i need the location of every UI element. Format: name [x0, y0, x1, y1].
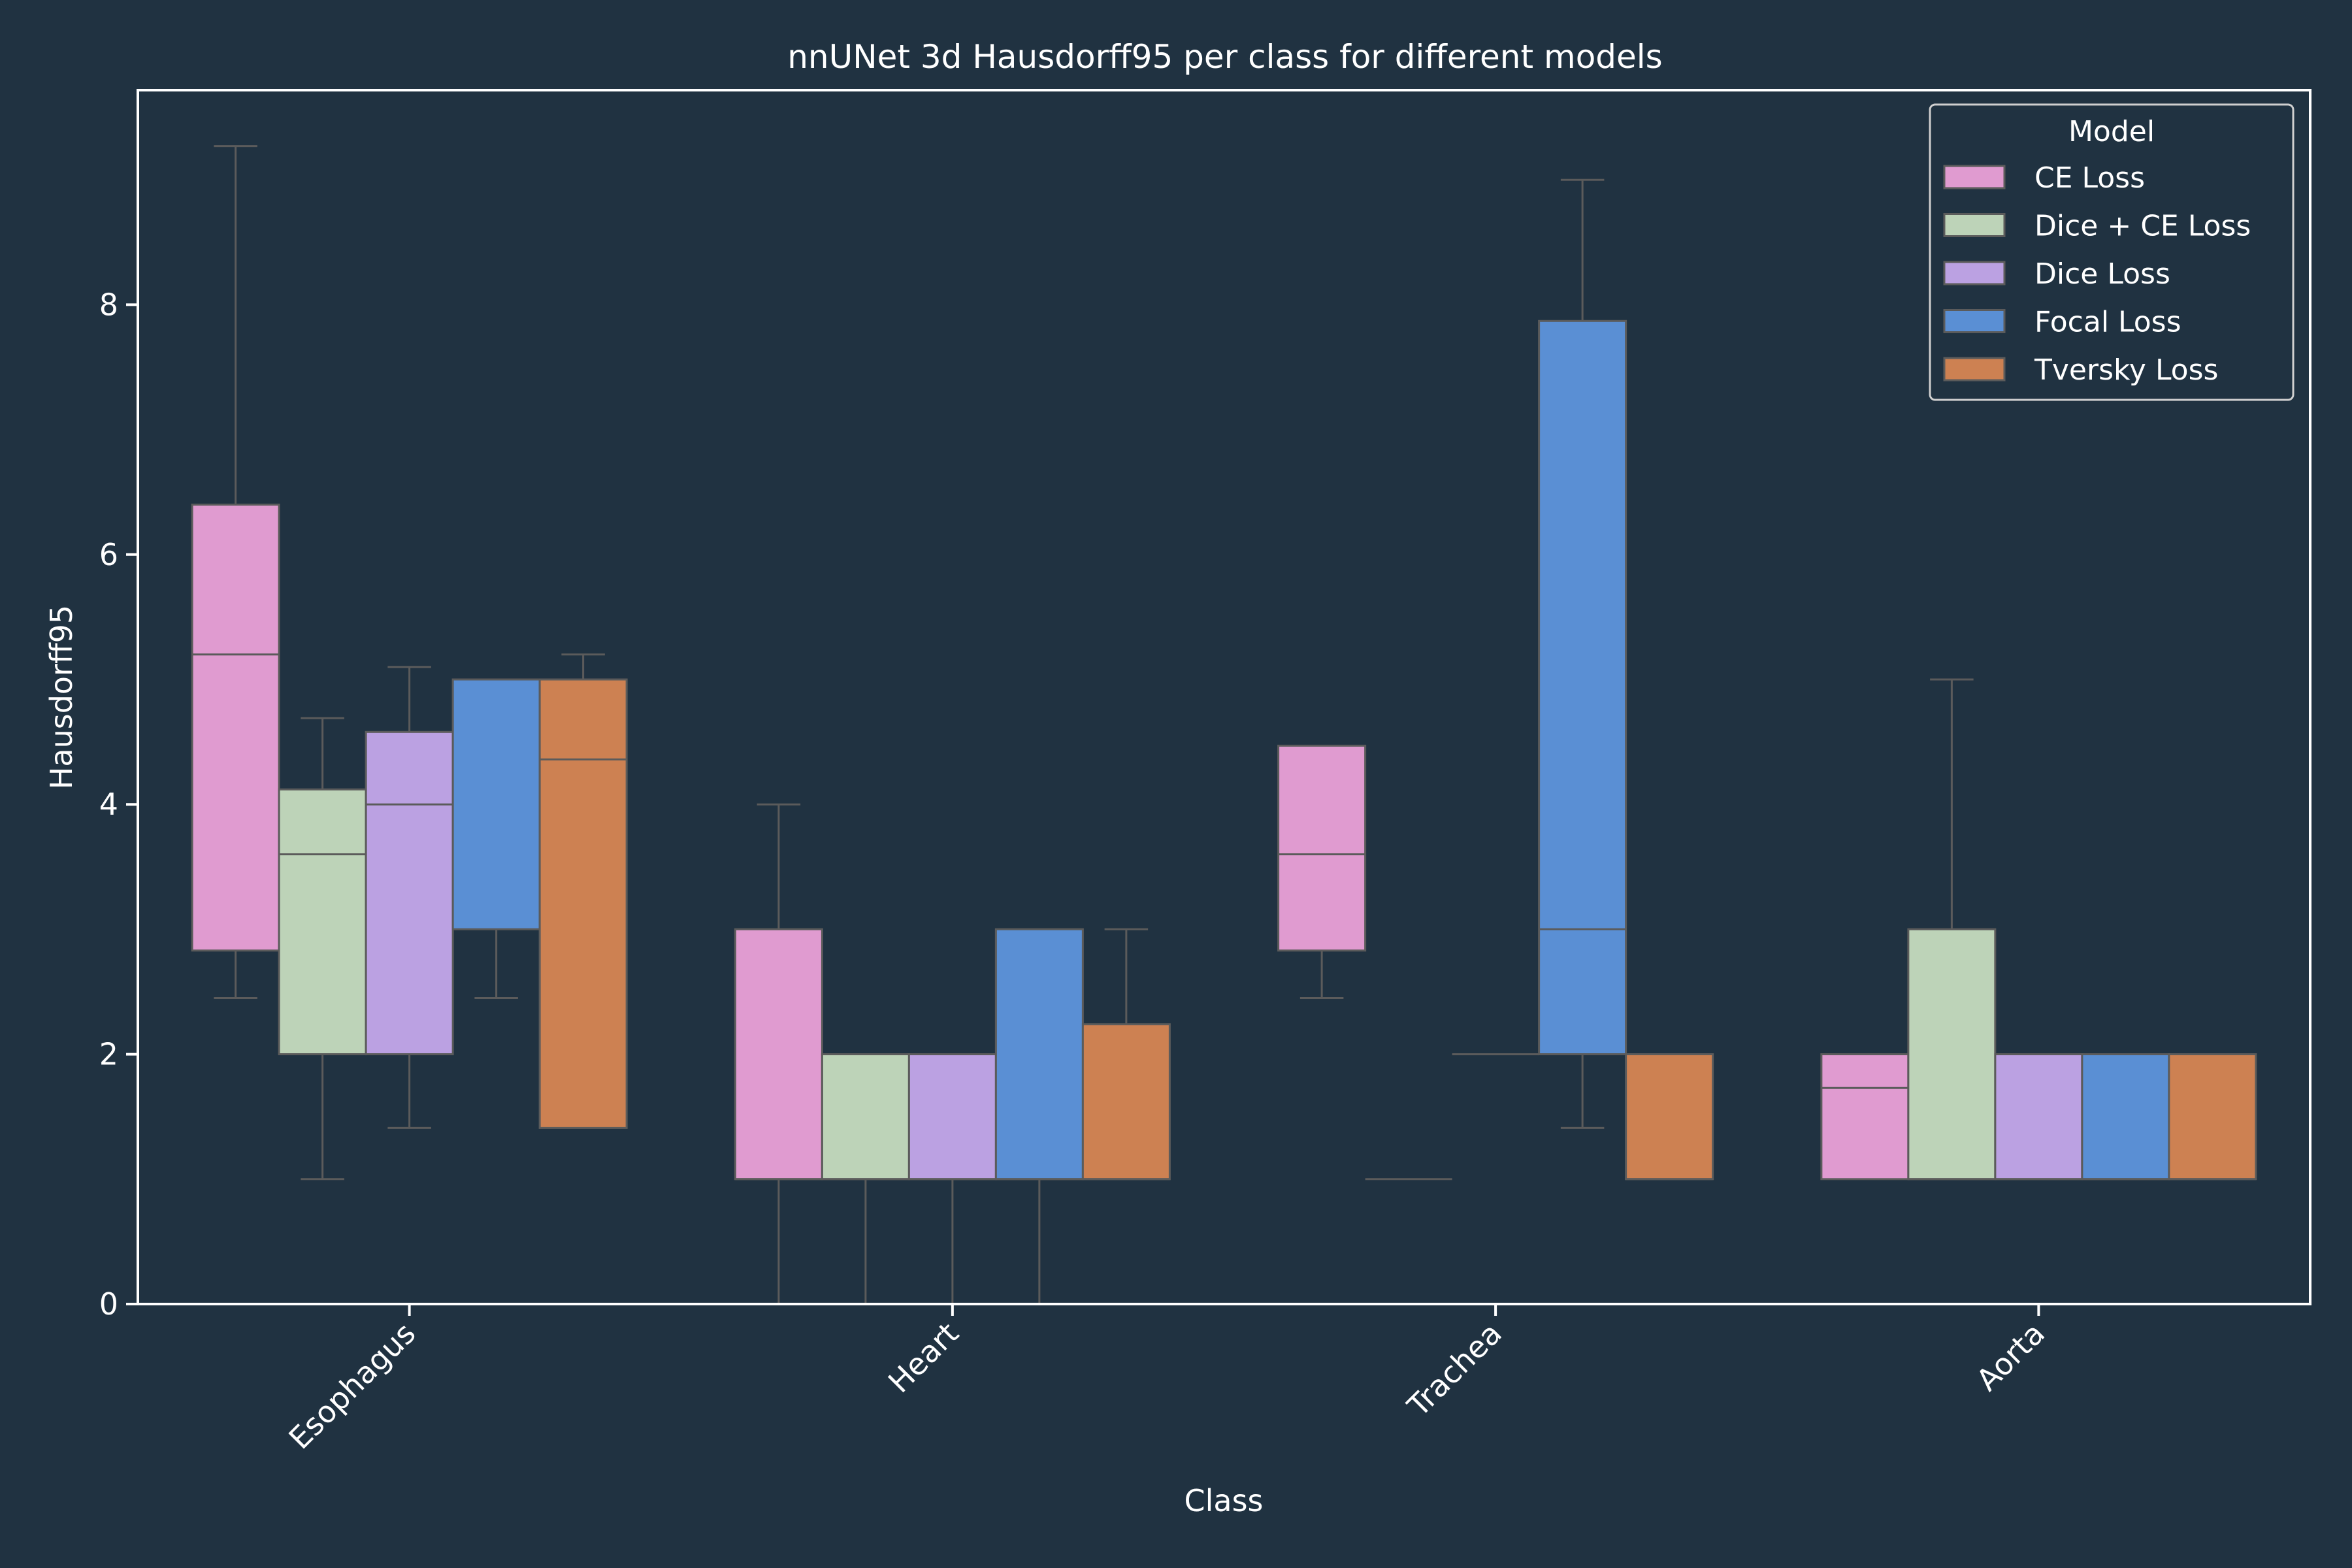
- box-group-heart: [734, 803, 1171, 1305]
- legend-label-ce-loss: CE Loss: [2034, 161, 2145, 195]
- y-tick-label-2: 2: [99, 1037, 118, 1072]
- box-tversky-loss-heart: [1081, 1023, 1171, 1181]
- box-ce-loss-trachea: [1277, 744, 1367, 952]
- legend: Model CE Loss Dice + CE Loss Dice Loss Foca…: [1929, 103, 2295, 401]
- axes: [137, 89, 2311, 1305]
- box-focal-loss-trachea: [1538, 319, 1627, 1056]
- legend-label-dice-ce-loss: Dice + CE Loss: [2034, 210, 2251, 243]
- legend-swatch-ce-loss: [1943, 165, 2006, 189]
- legend-items: CE Loss Dice + CE Loss Dice Loss Focal Loss…: [1943, 161, 2251, 387]
- y-axis-label: Hausdorff95: [44, 605, 79, 789]
- y-axis: 0 2 4 6 8: [99, 287, 138, 1322]
- legend-title: Model: [2068, 115, 2155, 148]
- legend-swatch-tversky-loss: [1943, 357, 2006, 382]
- box-focal-loss-esophagus: [451, 678, 541, 930]
- box-tversky-loss-trachea: [1625, 1053, 1714, 1181]
- y-tick-label-4: 4: [99, 787, 118, 822]
- box-dice-loss-aorta: [1994, 1053, 2083, 1181]
- box-dice-ce-loss-esophagus: [278, 788, 367, 1056]
- x-axis-label: Class: [1184, 1483, 1263, 1518]
- plot-area: [191, 145, 2257, 1305]
- legend-label-focal-loss: Focal Loss: [2034, 306, 2181, 339]
- legend-swatch-dice-ce-loss: [1943, 213, 2006, 237]
- box-group-trachea: [1277, 178, 1714, 1181]
- legend-label-dice-loss: Dice Loss: [2034, 257, 2170, 291]
- box-ce-loss-heart: [734, 928, 823, 1181]
- box-focal-loss-heart: [994, 928, 1084, 1181]
- box-tversky-loss-esophagus: [538, 678, 628, 1129]
- box-focal-loss-aorta: [2081, 1053, 2170, 1181]
- box-ce-loss-esophagus: [191, 503, 280, 952]
- legend-swatch-dice-loss: [1943, 261, 2006, 286]
- y-tick-label-6: 6: [99, 537, 118, 572]
- box-dice-loss-heart: [907, 1053, 997, 1181]
- y-tick-label-0: 0: [99, 1286, 118, 1322]
- box-dice-ce-loss-heart: [821, 1053, 910, 1181]
- legend-frame: [1929, 103, 2295, 401]
- box-group-aorta: [1820, 678, 2257, 1181]
- legend-swatch-focal-loss: [1943, 309, 2006, 333]
- box-tversky-loss-aorta: [2168, 1053, 2257, 1181]
- axes-frame: [137, 89, 2311, 1305]
- box-group-esophagus: [191, 145, 628, 1181]
- box-dice-loss-esophagus: [365, 730, 454, 1056]
- box-dice-ce-loss-aorta: [1907, 928, 1997, 1181]
- box-ce-loss-aorta: [1820, 1053, 1910, 1181]
- legend-label-tversky-loss: Tversky Loss: [2034, 353, 2218, 387]
- y-tick-label-8: 8: [99, 287, 118, 322]
- chart-title: nnUNet 3d Hausdorff95 per class for diff…: [787, 38, 1663, 76]
